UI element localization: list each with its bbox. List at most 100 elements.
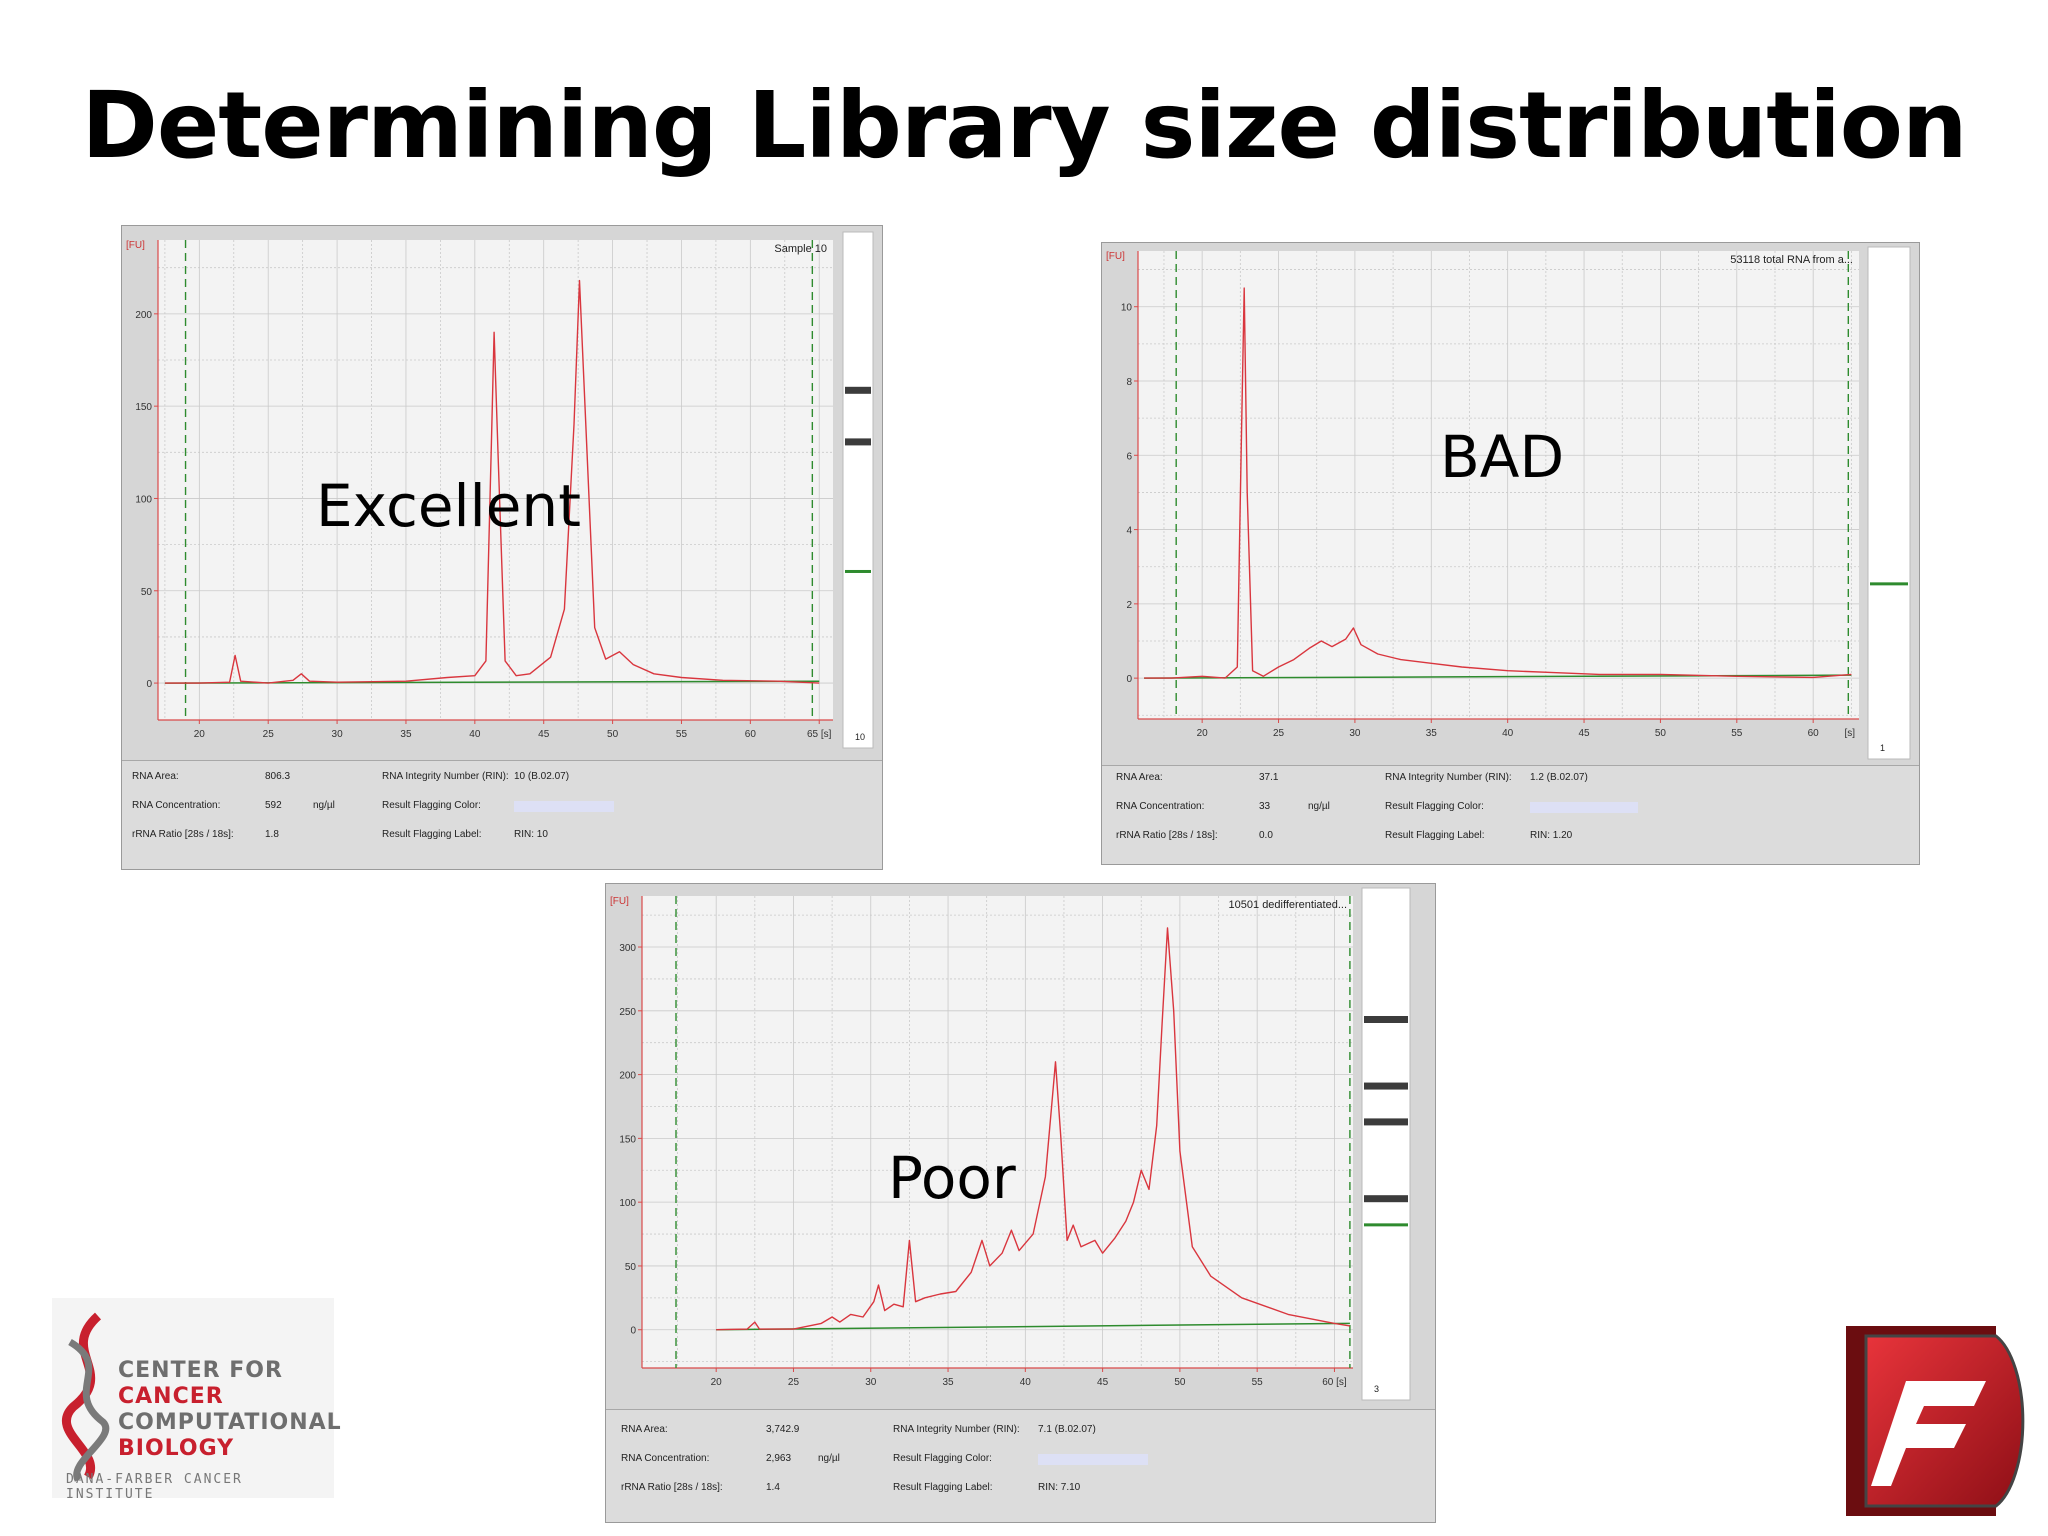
y-tick-label: 10 — [1121, 303, 1133, 314]
flag-color-label: Result Flagging Color: — [1385, 801, 1484, 812]
y-tick-label: 2 — [1126, 600, 1132, 611]
rna-conc-value: 2,963 — [766, 1453, 792, 1464]
lane-label: 3 — [1374, 1384, 1379, 1394]
sample-label: 53118 total RNA from a... — [1730, 254, 1853, 266]
rin-label: RNA Integrity Number (RIN): — [1385, 772, 1512, 783]
x-tick-label: 50 — [1174, 1377, 1186, 1388]
series-trace — [164, 279, 820, 684]
plot-area — [642, 896, 1353, 1368]
x-tick-label: 30 — [1349, 728, 1361, 739]
y-tick-label: 4 — [1126, 526, 1132, 537]
rna-area-value: 806.3 — [265, 771, 291, 782]
ccb-logo: CENTER FOR CANCER COMPUTATIONAL BIOLOGY … — [52, 1298, 341, 1502]
x-tick-label: 35 — [400, 729, 412, 740]
rna-conc-label: RNA Concentration: — [132, 800, 221, 811]
x-tick-label: 60 — [1808, 728, 1820, 739]
rin-label: RNA Integrity Number (RIN): — [893, 1424, 1020, 1435]
y-tick-label: 6 — [1126, 451, 1132, 462]
y-tick-label: 200 — [135, 310, 152, 321]
flag-color-swatch — [1530, 802, 1638, 813]
sample-label: Sample 10 — [774, 243, 827, 255]
flag-label-label: Result Flagging Label: — [893, 1482, 993, 1493]
gel-marker-band — [1870, 582, 1908, 586]
ratio-label: rRNA Ratio [28s / 18s]: — [132, 829, 234, 840]
ratio-value: 1.8 — [265, 829, 279, 840]
x-tick-label: 50 — [607, 729, 619, 740]
logo-line-4: BIOLOGY — [118, 1436, 235, 1461]
dna-helix-icon — [61, 1312, 110, 1482]
gel-band — [1364, 1082, 1408, 1090]
ratio-value: 0.0 — [1259, 830, 1273, 841]
rna-area-value: 37.1 — [1259, 772, 1279, 783]
x-tick-label: 25 — [263, 729, 275, 740]
info-table: RNA Area: 806.3 RNA Concentration: 592 n… — [122, 760, 882, 869]
flag-label-value: RIN: 7.10 — [1038, 1482, 1081, 1493]
gel-band — [845, 438, 871, 446]
rna-conc-value: 592 — [265, 800, 282, 811]
x-tick-label: 30 — [332, 729, 344, 740]
plot-area — [158, 240, 833, 720]
x-tick-label: 40 — [1502, 728, 1514, 739]
quality-label-poor: Poor — [888, 1144, 1016, 1212]
info-table: RNA Area: 3,742.9 RNA Concentration: 2,9… — [606, 1409, 1435, 1522]
gel-lane — [1361, 887, 1411, 1401]
x-tick-label: 60 [s] — [1322, 1377, 1347, 1388]
electropherogram-chart: 0 2 4 6 8 10 20 25 30 35 40 45 50 55 60 [s] [FU] 53118 to… — [1106, 246, 1911, 760]
x-tick-label: 40 — [469, 729, 481, 740]
logo-subtitle: DANA-FARBER CANCER INSTITUTE — [66, 1472, 243, 1502]
rna-area-label: RNA Area: — [621, 1424, 668, 1435]
flag-label-value: RIN: 10 — [514, 829, 548, 840]
flag-label-value: RIN: 1.20 — [1530, 830, 1573, 841]
series-trace — [716, 927, 1351, 1331]
gel-lane — [1867, 246, 1911, 760]
y-tick-label: 0 — [630, 1326, 636, 1337]
lane-label: 1 — [1880, 743, 1885, 753]
logo-line-1: CENTER FOR — [118, 1358, 283, 1383]
electropherogram-panel-poor: 0 50 100 150 200 250 300 20 25 30 35 40 45 50 55 60 [s]… — [605, 883, 1436, 1523]
y-tick-label: 100 — [619, 1198, 636, 1209]
y-unit-label: [FU] — [610, 896, 629, 907]
baseline-line — [716, 1322, 1350, 1331]
x-tick-label: 25 — [788, 1377, 800, 1388]
rna-conc-value: 33 — [1259, 801, 1271, 812]
x-tick-label: 45 — [1097, 1377, 1109, 1388]
x-tick-label: 20 — [1197, 728, 1209, 739]
x-tick-label: 55 — [1731, 728, 1743, 739]
y-tick-label: 50 — [625, 1262, 637, 1273]
rna-conc-label: RNA Concentration: — [1116, 801, 1205, 812]
y-tick-label: 50 — [141, 587, 153, 598]
series-trace — [1144, 287, 1852, 679]
y-tick-label: 150 — [135, 402, 152, 413]
logo-line-2: CANCER — [118, 1384, 224, 1409]
gel-band — [845, 386, 871, 394]
ratio-value: 1.4 — [766, 1482, 780, 1493]
electropherogram-panel-bad: 0 2 4 6 8 10 20 25 30 35 40 45 50 55 60 [s] [FU] 53118 to… — [1101, 242, 1920, 865]
y-tick-label: 250 — [619, 1007, 636, 1018]
gel-marker-band — [845, 569, 871, 573]
logo-line-3: COMPUTATIONAL — [118, 1410, 342, 1435]
ratio-label: rRNA Ratio [28s / 18s]: — [1116, 830, 1218, 841]
flag-color-swatch — [514, 801, 614, 812]
rna-area-label: RNA Area: — [132, 771, 179, 782]
x-tick-label: 30 — [865, 1377, 877, 1388]
y-tick-label: 8 — [1126, 377, 1132, 388]
x-tick-label: 60 — [745, 729, 757, 740]
y-tick-label: 300 — [619, 943, 636, 954]
x-tick-label: 25 — [1273, 728, 1285, 739]
rna-area-label: RNA Area: — [1116, 772, 1163, 783]
x-tick-label: 40 — [1020, 1377, 1032, 1388]
quality-label-excellent: Excellent — [316, 472, 581, 540]
electropherogram-panel-excellent: 0 50 100 150 200 20 25 30 35 40 45 50 55 60 65 [s] [FU]… — [121, 225, 883, 870]
y-tick-label: 100 — [135, 494, 152, 505]
flag-color-label: Result Flagging Color: — [382, 800, 481, 811]
x-tick-label: 20 — [711, 1377, 723, 1388]
x-unit-label: [s] — [1844, 728, 1855, 739]
x-tick-label: 45 — [538, 729, 550, 740]
flag-label-label: Result Flagging Label: — [382, 829, 482, 840]
y-unit-label: [FU] — [1106, 251, 1125, 262]
gel-band — [1364, 1195, 1408, 1203]
rin-label: RNA Integrity Number (RIN): — [382, 771, 509, 782]
flag-label-label: Result Flagging Label: — [1385, 830, 1485, 841]
gel-band — [1364, 1118, 1408, 1126]
x-tick-label: 50 — [1655, 728, 1667, 739]
